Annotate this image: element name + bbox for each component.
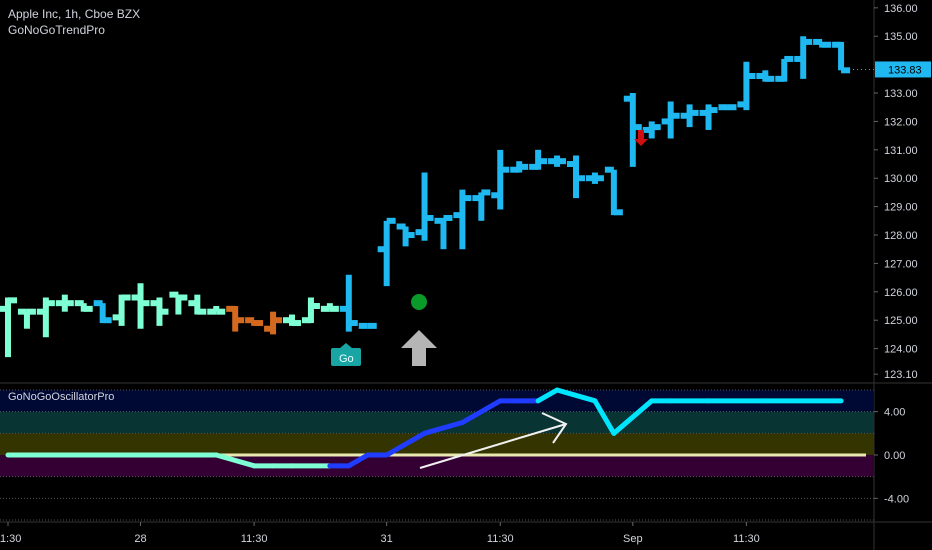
price-bar xyxy=(188,294,207,315)
gray-up-arrow-icon xyxy=(401,330,437,366)
price-bar xyxy=(510,161,529,173)
price-bar xyxy=(832,41,851,74)
oscillator-tick-label: -4.00 xyxy=(884,493,909,505)
oscillator-segment xyxy=(535,387,560,404)
oscillator-segment xyxy=(346,452,371,469)
price-bar xyxy=(548,155,567,167)
oscillator-segment xyxy=(554,387,598,404)
price-bar xyxy=(775,55,794,82)
price-bar xyxy=(93,300,112,324)
white-trend-arrow-head xyxy=(541,412,568,444)
price-bar xyxy=(320,303,339,312)
x-tick-label: 28 xyxy=(134,533,146,545)
y-tick-label: 127.00 xyxy=(884,258,918,270)
y-tick-label: 136.00 xyxy=(884,3,918,15)
x-tick-label: 11:30 xyxy=(733,533,760,545)
y-tick-label: 132.00 xyxy=(884,116,918,128)
last-price-tag xyxy=(875,61,931,78)
price-bar xyxy=(245,317,264,327)
price-bar xyxy=(623,93,642,167)
price-bar xyxy=(339,274,358,332)
y-tick-label: 131.00 xyxy=(884,145,918,157)
white-trend-arrow-icon xyxy=(419,423,567,469)
oscillator-tick-label: 4.00 xyxy=(884,407,905,419)
oscillator-segment xyxy=(422,420,465,436)
x-tick-label: 11:30 xyxy=(487,533,514,545)
price-bar xyxy=(283,314,301,327)
x-tick-label: Sep xyxy=(623,533,643,545)
y-tick-label: 130.00 xyxy=(884,173,918,185)
price-bar xyxy=(169,291,188,315)
price-bar xyxy=(642,121,661,139)
y-tick-label: 123.10 xyxy=(884,369,918,381)
y-tick-label: 126.00 xyxy=(884,287,918,299)
price-bar xyxy=(150,297,169,326)
oscillator-band xyxy=(0,411,874,434)
price-bar xyxy=(472,189,491,221)
price-bar xyxy=(207,306,226,315)
price-bar xyxy=(264,311,283,335)
oscillator-segment xyxy=(384,430,428,458)
symbol-legend: Apple Inc, 1h, Cboe BZX xyxy=(8,7,141,21)
oscillator-segment xyxy=(611,398,655,436)
x-tick-label: 31 xyxy=(381,533,393,545)
price-bar xyxy=(585,172,604,184)
y-tick-label: 135.00 xyxy=(884,31,918,43)
price-bar xyxy=(131,283,150,329)
oscillator-segment xyxy=(459,398,503,425)
price-bar xyxy=(17,308,36,329)
x-tick-label: 11:30 xyxy=(241,533,268,545)
y-tick-label: 124.00 xyxy=(884,344,918,356)
oscillator-segment xyxy=(213,452,257,469)
price-bar xyxy=(434,214,453,250)
green-dot-icon xyxy=(411,294,427,310)
price-bar xyxy=(567,155,585,199)
price-bar xyxy=(737,61,756,111)
price-bar xyxy=(718,104,737,111)
price-bar xyxy=(529,149,548,170)
indicator-legend: GoNoGoTrendPro xyxy=(8,23,105,37)
price-bar xyxy=(453,189,472,250)
red-down-arrow-icon xyxy=(634,130,648,146)
price-bar xyxy=(661,101,680,139)
go-badge-label: Go xyxy=(339,353,354,365)
y-tick-label: 125.00 xyxy=(884,315,918,327)
price-bar xyxy=(491,149,510,210)
last-price-label: 133.83 xyxy=(888,64,922,76)
y-tick-label: 128.00 xyxy=(884,230,918,242)
oscillator-band xyxy=(0,433,874,455)
oscillator-tick-label: 0.00 xyxy=(884,450,905,462)
price-bar xyxy=(396,223,415,247)
oscillator-band xyxy=(0,390,874,412)
price-bar xyxy=(680,104,699,128)
go-badge xyxy=(331,348,361,366)
oscillator-band xyxy=(0,455,874,477)
price-bar xyxy=(794,36,813,79)
go-badge-pointer xyxy=(340,343,352,348)
price-bar xyxy=(415,172,434,241)
x-tick-label: 11:30 xyxy=(0,533,21,545)
price-bar xyxy=(377,217,396,287)
price-bar xyxy=(301,297,320,324)
price-bar xyxy=(0,297,17,358)
price-bar xyxy=(112,294,131,326)
price-bar xyxy=(36,297,55,338)
price-bar xyxy=(226,305,245,332)
oscillator-legend: GoNoGoOscillatorPro xyxy=(8,391,115,403)
price-bar xyxy=(604,166,623,216)
price-bar xyxy=(813,38,832,48)
price-bar xyxy=(756,70,775,82)
price-bar xyxy=(74,300,93,312)
price-bar xyxy=(699,104,718,130)
y-tick-label: 129.00 xyxy=(884,202,918,214)
price-bar xyxy=(55,294,74,312)
oscillator-segment xyxy=(592,398,617,436)
y-tick-label: 133.00 xyxy=(884,88,918,100)
